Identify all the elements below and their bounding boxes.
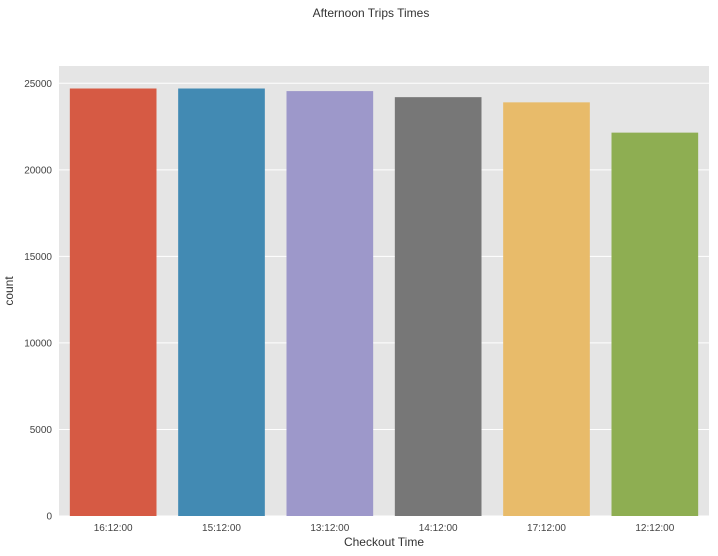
x-tick-label-16:12:00: 16:12:00 <box>94 523 133 534</box>
bar-13:12:00 <box>286 91 374 516</box>
bar-14:12:00 <box>394 97 482 517</box>
bar-16:12:00 <box>69 88 157 516</box>
y-tick-label-10000: 10000 <box>24 338 52 349</box>
plot-area <box>59 66 709 516</box>
bars <box>69 88 699 517</box>
bar-17:12:00 <box>503 102 590 516</box>
y-tick-label-5000: 5000 <box>30 425 53 436</box>
x-tick-label-12:12:00: 12:12:00 <box>635 523 674 534</box>
y-tick-label-15000: 15000 <box>24 252 52 263</box>
y-tick-label-0: 0 <box>46 512 52 523</box>
x-tick-label-15:12:00: 15:12:00 <box>202 523 241 534</box>
chart-title: Afternoon Trips Times <box>313 6 430 20</box>
bar-15:12:00 <box>178 88 265 516</box>
x-tick-label-17:12:00: 17:12:00 <box>527 523 566 534</box>
x-axis-label: Checkout Time <box>344 535 424 549</box>
bar-12:12:00 <box>611 132 699 516</box>
y-tick-labels: 0 5000 10000 15000 20000 25000 <box>24 79 52 523</box>
x-tick-label-14:12:00: 14:12:00 <box>419 523 458 534</box>
x-tick-labels: 16:12:00 15:12:00 13:12:00 14:12:00 17:12:00… <box>94 523 675 534</box>
y-tick-label-20000: 20000 <box>24 165 52 176</box>
x-tick-label-13:12:00: 13:12:00 <box>310 523 349 534</box>
y-tick-label-25000: 25000 <box>24 79 52 90</box>
y-axis-label: count <box>2 276 16 306</box>
gridlines <box>59 82 709 517</box>
